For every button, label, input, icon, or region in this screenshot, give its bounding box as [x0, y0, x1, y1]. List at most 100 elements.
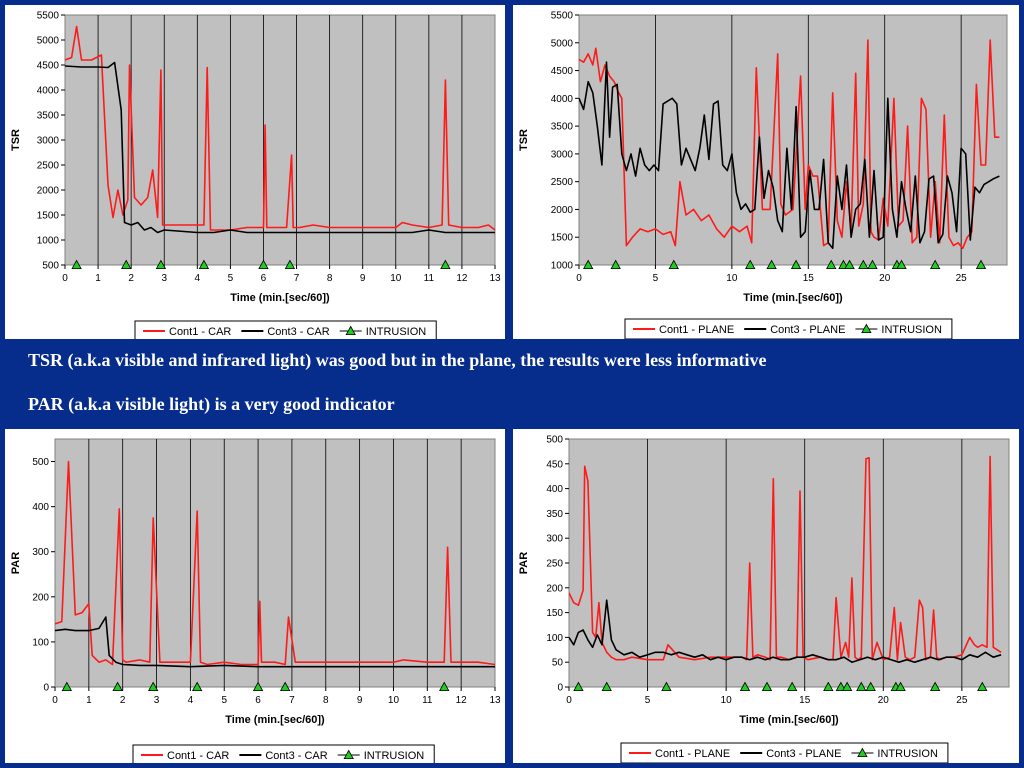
y-tick-label: 0 [43, 683, 49, 694]
x-tick-label: 7 [289, 695, 295, 706]
y-tick-label: 4500 [551, 66, 574, 77]
tsr-car-chart-svg: 500 1000 1500 2000 2500 3000 3500 4000 4500 5000 5… [10, 11, 501, 339]
y-axis-label: PAR [518, 552, 530, 574]
intrusion-marker [761, 681, 773, 692]
intrusion-marker [895, 681, 906, 692]
intrusion-marker [975, 259, 987, 270]
legend-label: Cont3 - PLANE [770, 324, 845, 336]
x-tick-label: 8 [327, 273, 333, 284]
y-tick-label: 100 [32, 637, 49, 648]
x-axis-label: Time (min.[sec/60]) [230, 292, 330, 304]
x-tick-label: 5 [645, 695, 651, 706]
legend: Cont1 - CAR Cont3 - CAR INTRUSION [141, 749, 425, 762]
x-tick-label: 0 [576, 273, 582, 284]
y-tick-label: 450 [546, 459, 563, 470]
legend-label: Cont3 - PLANE [766, 748, 841, 760]
series-line-cont3-plane [569, 599, 1002, 663]
legend-box [624, 318, 953, 339]
legend-box [134, 320, 437, 339]
y-tick-label: 400 [546, 484, 563, 495]
y-tick-label: 200 [546, 583, 563, 594]
y-tick-label: 2000 [37, 186, 60, 197]
series-line-cont3-plane [579, 61, 1000, 250]
caption-tsr: TSR (a.k.a visible and infrared light) w… [28, 350, 767, 370]
intrusion-marker [112, 681, 123, 692]
y-tick-label: 1500 [37, 211, 60, 222]
y-tick-label: 50 [552, 658, 564, 669]
series-line-cont1-car [65, 25, 495, 231]
intrusion-marker [929, 681, 941, 692]
intrusion-marker [856, 681, 867, 692]
legend-intrusion-marker [345, 325, 356, 336]
intrusion-marker [896, 259, 907, 270]
x-axis-label: Time (min.[sec/60]) [739, 714, 839, 726]
y-tick-label: 3000 [37, 136, 60, 147]
y-tick-label: 300 [32, 547, 49, 558]
y-tick-label: 300 [546, 534, 563, 545]
y-tick-label: 1000 [551, 261, 574, 272]
intrusion-marker [823, 681, 834, 692]
intrusion-marker [573, 681, 584, 692]
intrusion-marker [766, 259, 777, 270]
y-tick-label: 0 [557, 683, 563, 694]
intrusion-marker [155, 259, 167, 270]
y-tick-label: 350 [546, 509, 563, 520]
tsr-plane-chart: 1000 1500 2000 2500 3000 3500 4000 4500 5000 5500… [513, 5, 1019, 339]
par-plane-chart: 0 50 100 150 200 250 300 350 400 450 500 0 5 10 15 20 25… [513, 429, 1019, 763]
x-tick-label: 10 [388, 695, 400, 706]
plot-area [578, 14, 1008, 266]
y-tick-label: 200 [32, 592, 49, 603]
x-tick-label: 13 [489, 273, 501, 284]
intrusion-marker [977, 681, 988, 692]
y-tick-label: 2500 [37, 161, 60, 172]
series-line-cont3-car [55, 616, 495, 668]
y-tick-label: 1500 [551, 233, 574, 244]
legend-label: Cont1 - CAR [167, 750, 229, 762]
intrusion-marker [790, 259, 802, 270]
intrusion-marker [198, 259, 210, 270]
legend-label: INTRUSION [366, 326, 427, 338]
intrusion-marker [439, 681, 450, 692]
x-tick-label: 3 [154, 695, 160, 706]
y-tick-label: 1000 [37, 236, 60, 247]
series-line-cont1-plane [579, 39, 1000, 250]
legend-box [132, 744, 435, 763]
x-tick-label: 25 [956, 695, 968, 706]
plot-area [568, 438, 1010, 688]
x-tick-label: 6 [261, 273, 267, 284]
intrusion-marker [258, 259, 269, 270]
y-tick-label: 3500 [551, 122, 574, 133]
x-tick-label: 20 [879, 273, 891, 284]
intrusion-marker [601, 681, 612, 692]
caption-par: PAR (a.k.a visible light) is a very good… [28, 394, 395, 414]
x-tick-label: 5 [653, 273, 659, 284]
intrusion-marker [582, 259, 594, 270]
legend-label: Cont1 - PLANE [655, 748, 730, 760]
x-tick-label: 10 [721, 695, 733, 706]
par-plane-chart-svg: 0 50 100 150 200 250 300 350 400 450 500 0 5 10 15 20 25… [518, 435, 1010, 763]
legend-label: Cont1 - CAR [169, 326, 231, 338]
legend-label: INTRUSION [881, 324, 942, 336]
y-tick-label: 2500 [551, 177, 574, 188]
intrusion-marker [929, 259, 941, 270]
legend-label: INTRUSION [364, 750, 425, 762]
intrusion-marker [661, 681, 672, 692]
y-tick-label: 5000 [551, 38, 574, 49]
x-tick-label: 5 [221, 695, 227, 706]
y-tick-label: 150 [546, 608, 563, 619]
x-tick-label: 1 [86, 695, 92, 706]
legend-label: INTRUSION [877, 748, 938, 760]
intrusion-marker [739, 681, 751, 692]
intrusion-marker [841, 681, 853, 692]
y-tick-label: 3500 [37, 111, 60, 122]
intrusion-marker [61, 681, 73, 692]
intrusion-marker [745, 259, 756, 270]
y-tick-label: 500 [32, 457, 49, 468]
intrusion-marker [147, 681, 159, 692]
x-axis-label: Time (min.[sec/60]) [743, 292, 843, 304]
x-tick-label: 20 [878, 695, 890, 706]
intrusion-marker [610, 259, 621, 270]
intrusion-marker [844, 259, 855, 270]
x-tick-label: 6 [255, 695, 261, 706]
